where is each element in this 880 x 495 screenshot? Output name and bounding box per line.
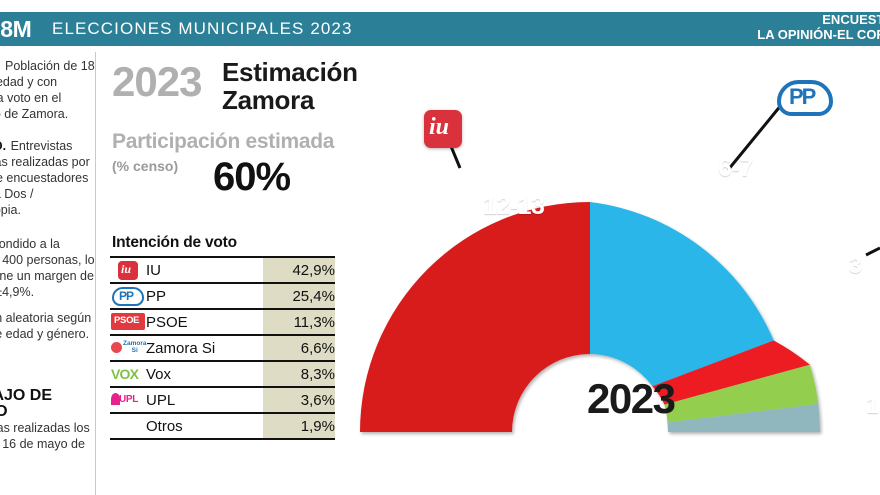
header-source-line1: ENCUESTA DE <box>822 12 880 27</box>
sidebar-block-4-heading: TRABAJO DE CAMPO <box>0 387 53 420</box>
table-row: PSOE 11,3% <box>110 308 335 335</box>
sidebar-block-0-text: Población de 18 años de edad y con derec… <box>0 59 95 121</box>
participation-label: Participación estimada <box>112 130 335 153</box>
callout-line-psoe <box>865 246 880 257</box>
party-value: 25,4% <box>263 282 335 309</box>
segment-psoe <box>652 340 810 405</box>
segment-zamorasi <box>667 403 821 432</box>
table-row: UPL UPL 3,6% <box>110 386 335 413</box>
vote-intention-table: IU 42,9% PP PP 25,4% PSOE 11,3% <box>110 256 335 440</box>
seat-label-psoe: 3 <box>849 252 862 278</box>
party-value: 42,9% <box>263 256 335 283</box>
header-badge-28m: 28M <box>0 16 32 42</box>
estimation-title-line2: Zamora <box>222 85 315 115</box>
party-name: UPL <box>146 386 263 413</box>
table-row: PP PP 25,4% <box>110 282 335 309</box>
sidebar-block-2: Han respondido a la encuesta 400 persona… <box>0 236 95 300</box>
party-logo-cell: UPL <box>110 386 146 413</box>
party-logo-cell: PP <box>110 282 146 309</box>
callout-pp-logo-icon: PP <box>777 80 833 118</box>
party-name: Vox <box>146 360 263 387</box>
party-logo-cell <box>110 308 146 335</box>
table-row: Vox 8,3% <box>110 360 335 387</box>
vox-logo-icon <box>111 365 145 382</box>
iu-logo-icon <box>118 260 138 280</box>
sidebar-block-1-text: Entrevistas telefónicas realizadas por e… <box>0 139 90 217</box>
party-name: Otros <box>146 412 263 440</box>
party-name: IU <box>146 256 263 283</box>
header-bar <box>0 12 880 46</box>
party-value: 8,3% <box>263 360 335 387</box>
sidebar-block-4: TRABAJO DE CAMPO Entrevistas realizadas … <box>0 388 95 468</box>
sidebar-block-0: ÁMBITO. Población de 18 años de edad y c… <box>0 58 95 122</box>
chart-center-year: 2023 <box>587 375 676 422</box>
chart-segments <box>360 202 821 432</box>
zamorasi-logo-icon: Zamora Si <box>111 339 146 357</box>
methodology-sidebar: ÁMBITO. Población de 18 años de edad y c… <box>0 48 95 495</box>
party-value: 6,6% <box>263 334 335 361</box>
party-value: 3,6% <box>263 386 335 413</box>
seat-label-pp: 6-7 <box>718 154 753 182</box>
vote-table-title: Intención de voto <box>112 234 237 251</box>
party-logo-cell <box>110 360 146 387</box>
seats-semicircle-chart <box>360 103 880 432</box>
sidebar-divider <box>95 52 96 495</box>
sidebar-block-2-text: Han respondido a la encuesta 400 persona… <box>0 237 95 299</box>
header-source: ENCUESTA DE LA OPINIÓN-EL CORREO <box>614 12 880 42</box>
table-row: Zamora Si Zamora Si 6,6% <box>110 334 335 361</box>
party-name: PSOE <box>146 308 263 335</box>
party-value: 11,3% <box>263 308 335 335</box>
psoe-logo-icon <box>111 313 145 331</box>
pp-logo-icon: PP <box>112 286 144 306</box>
segment-vox <box>664 364 819 423</box>
participation-sublabel: (% censo) <box>112 158 179 174</box>
sidebar-block-0-heading: ÁMBITO. <box>0 59 1 73</box>
segment-pp <box>590 202 774 387</box>
sidebar-block-3: Selección aleatoria según cuotas de edad… <box>0 310 95 342</box>
sidebar-block-1: MÉTODO. Entrevistas telefónicas realizad… <box>0 138 95 218</box>
seat-label-iu: 12-13 <box>483 192 545 220</box>
callout-iu-logo-icon: iu <box>424 110 462 148</box>
sidebar-block-1-heading: MÉTODO. <box>0 139 7 153</box>
party-name: Zamora Si <box>146 334 263 361</box>
estimation-year: 2023 <box>112 58 202 105</box>
party-logo-cell <box>110 412 146 440</box>
table-row: IU 42,9% <box>110 256 335 283</box>
participation-value: 60% <box>213 155 291 199</box>
party-logo-cell: Zamora Si <box>110 334 146 361</box>
sidebar-block-3-text: Selección aleatoria según cuotas de edad… <box>0 311 92 341</box>
header-title: ELECCIONES MUNICIPALES 2023 <box>52 19 353 38</box>
sidebar-block-4-text: Entrevistas realizadas los días 15 y 16 … <box>0 421 90 451</box>
estimation-title-line1: Estimación <box>222 57 358 87</box>
callout-line-pp <box>726 103 784 171</box>
seat-label-zamorasi: 1 <box>866 392 879 418</box>
upl-logo-icon: UPL <box>111 391 145 408</box>
party-value: 1,9% <box>263 412 335 440</box>
header-source-line2: LA OPINIÓN-EL CORREO <box>757 27 880 42</box>
estimation-title: Estimación Zamora <box>222 58 358 114</box>
party-logo-cell <box>110 256 146 283</box>
table-row: Otros 1,9% <box>110 412 335 440</box>
segment-iu <box>360 202 590 432</box>
party-name: PP <box>146 282 263 309</box>
